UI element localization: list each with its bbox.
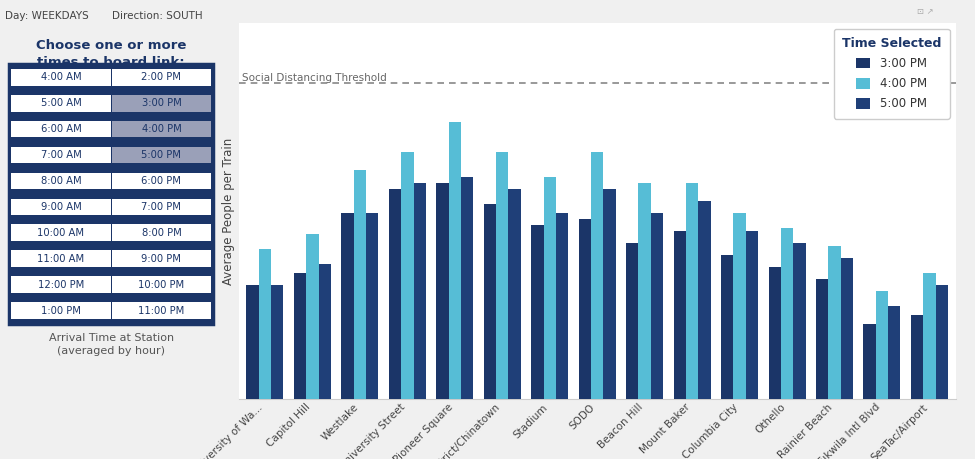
Bar [876, 291, 888, 399]
FancyBboxPatch shape [11, 147, 111, 163]
Bar [936, 285, 948, 399]
Text: 9:00 PM: 9:00 PM [141, 254, 181, 264]
Bar [686, 183, 698, 399]
Text: 7:00 PM: 7:00 PM [141, 202, 181, 212]
Bar [484, 204, 496, 399]
Y-axis label: Average People per Train: Average People per Train [221, 138, 235, 285]
Text: 12:00 PM: 12:00 PM [38, 280, 84, 290]
Bar [413, 183, 426, 399]
Bar [579, 218, 591, 399]
Bar [556, 213, 568, 399]
Bar [293, 273, 306, 399]
FancyBboxPatch shape [111, 224, 212, 241]
Text: 7:00 AM: 7:00 AM [41, 150, 81, 160]
Text: 4:00 AM: 4:00 AM [41, 72, 81, 82]
Bar [794, 243, 805, 399]
Text: 5:00 AM: 5:00 AM [41, 98, 81, 108]
FancyBboxPatch shape [111, 173, 212, 189]
Bar [829, 246, 840, 399]
Text: 8:00 AM: 8:00 AM [41, 176, 81, 186]
Bar [436, 183, 448, 399]
Bar [306, 234, 319, 399]
FancyBboxPatch shape [11, 302, 111, 319]
Bar [768, 267, 781, 399]
Bar [651, 213, 663, 399]
Text: ⊡ ↗: ⊡ ↗ [917, 7, 934, 16]
FancyBboxPatch shape [11, 121, 111, 138]
Text: Arrival Time at Station
(averaged by hour): Arrival Time at Station (averaged by hou… [49, 333, 174, 356]
Text: 6:00 PM: 6:00 PM [141, 176, 181, 186]
Bar [448, 122, 461, 399]
Bar [258, 249, 271, 399]
Text: Social Distancing Threshold: Social Distancing Threshold [243, 73, 387, 83]
Text: 11:00 AM: 11:00 AM [37, 254, 85, 264]
FancyBboxPatch shape [11, 198, 111, 215]
Bar [271, 285, 284, 399]
Bar [864, 324, 876, 399]
Text: 8:00 PM: 8:00 PM [141, 228, 181, 238]
Bar [461, 177, 473, 399]
Bar [840, 258, 853, 399]
Text: 5:00 PM: 5:00 PM [141, 150, 181, 160]
FancyBboxPatch shape [11, 69, 111, 85]
FancyBboxPatch shape [111, 121, 212, 138]
FancyBboxPatch shape [11, 224, 111, 241]
Text: Choose one or more
times to board link:: Choose one or more times to board link: [36, 39, 186, 69]
Bar [401, 152, 413, 399]
Bar [591, 152, 604, 399]
FancyBboxPatch shape [111, 95, 212, 112]
Bar [543, 177, 556, 399]
Bar [531, 225, 543, 399]
FancyBboxPatch shape [111, 198, 212, 215]
Bar [923, 273, 936, 399]
FancyBboxPatch shape [11, 173, 111, 189]
FancyBboxPatch shape [11, 251, 111, 267]
Bar [508, 189, 521, 399]
Bar [722, 255, 733, 399]
Text: 3:00 PM: 3:00 PM [141, 98, 181, 108]
Text: 2:00 PM: 2:00 PM [141, 72, 181, 82]
Legend: 3:00 PM, 4:00 PM, 5:00 PM: 3:00 PM, 4:00 PM, 5:00 PM [834, 29, 950, 118]
FancyBboxPatch shape [9, 64, 214, 324]
Bar [746, 231, 759, 399]
Bar [389, 189, 401, 399]
Text: 9:00 AM: 9:00 AM [41, 202, 81, 212]
Bar [781, 228, 794, 399]
Bar [911, 315, 923, 399]
Bar [674, 231, 686, 399]
Bar [496, 152, 508, 399]
Bar [354, 170, 366, 399]
FancyBboxPatch shape [11, 276, 111, 293]
Bar [888, 306, 901, 399]
Bar [604, 189, 615, 399]
FancyBboxPatch shape [111, 69, 212, 85]
Bar [733, 213, 746, 399]
Text: 6:00 AM: 6:00 AM [41, 124, 81, 134]
Bar [247, 285, 258, 399]
Bar [626, 243, 639, 399]
Bar [319, 264, 331, 399]
Text: Direction: SOUTH: Direction: SOUTH [112, 11, 203, 22]
Bar [698, 201, 711, 399]
Bar [341, 213, 354, 399]
Bar [366, 213, 378, 399]
Text: 1:00 PM: 1:00 PM [41, 306, 81, 316]
Text: 4:00 PM: 4:00 PM [141, 124, 181, 134]
FancyBboxPatch shape [111, 276, 212, 293]
FancyBboxPatch shape [111, 302, 212, 319]
Text: 10:00 AM: 10:00 AM [37, 228, 85, 238]
Text: 10:00 PM: 10:00 PM [138, 280, 184, 290]
Text: 11:00 PM: 11:00 PM [138, 306, 184, 316]
Text: Day: WEEKDAYS: Day: WEEKDAYS [5, 11, 89, 22]
FancyBboxPatch shape [111, 147, 212, 163]
FancyBboxPatch shape [111, 251, 212, 267]
Bar [639, 183, 651, 399]
Bar [816, 279, 829, 399]
FancyBboxPatch shape [11, 95, 111, 112]
